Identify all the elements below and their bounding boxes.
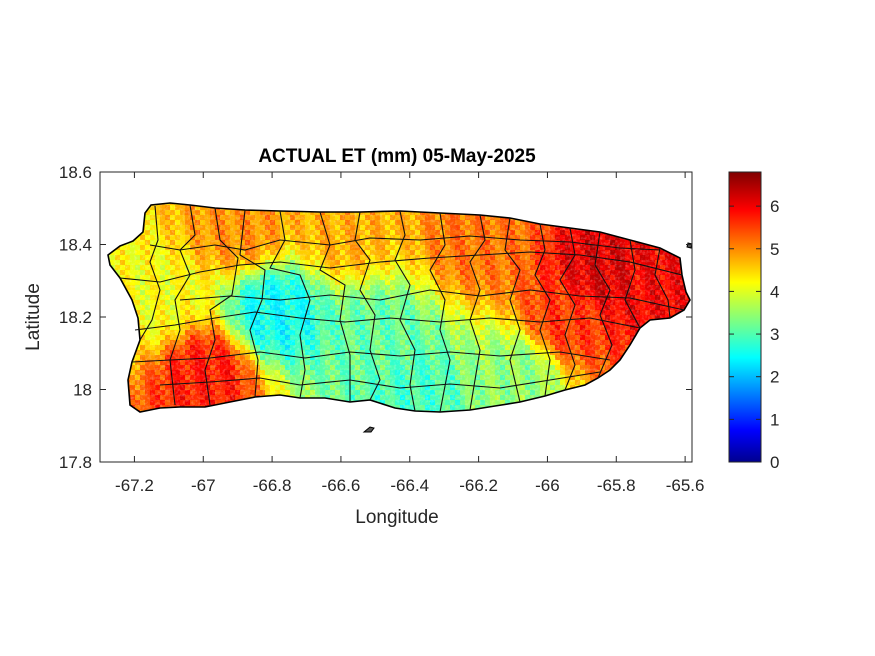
- islet: [686, 242, 693, 249]
- municipality-boundary: [594, 231, 613, 379]
- colorbar-tick-label: 6: [770, 197, 779, 216]
- x-tick-label: -67: [191, 476, 216, 495]
- y-axis-label: Latitude: [23, 283, 44, 351]
- municipality-boundary: [139, 205, 161, 341]
- municipality-boundary: [169, 204, 196, 406]
- municipality-boundary: [239, 209, 266, 398]
- y-tick-label: 18.6: [59, 163, 92, 182]
- municipality-boundary: [354, 211, 381, 401]
- x-tick-label: -65.8: [597, 476, 636, 495]
- x-tick-label: -66: [535, 476, 560, 495]
- heatmap-speckle: [108, 203, 690, 412]
- municipality-boundary: [654, 247, 671, 319]
- colorbar: [728, 171, 762, 463]
- island-outline: [107, 202, 691, 413]
- municipality-boundary: [504, 217, 521, 403]
- x-tick-label: -66.8: [253, 476, 292, 495]
- municipality-boundary: [119, 251, 683, 283]
- y-tick-label: 18.2: [59, 308, 92, 327]
- municipality-boundaries: [119, 204, 685, 413]
- colorbar-tick-label: 2: [770, 368, 779, 387]
- x-axis: -67.2 -67 -66.8 -66.6 -66.4 -66.2 -66 -65.8 -65.…: [115, 172, 704, 495]
- y-tick-label: 18: [73, 381, 92, 400]
- y-tick-label: 18.4: [59, 236, 92, 255]
- x-tick-label: -65.6: [666, 476, 705, 495]
- colorbar-tick-label: 0: [770, 453, 779, 472]
- municipality-boundary: [269, 210, 311, 399]
- x-tick-label: -67.2: [115, 476, 154, 495]
- y-tick-label: 17.8: [59, 453, 92, 472]
- x-tick-label: -66.4: [390, 476, 429, 495]
- municipality-boundary: [469, 214, 486, 411]
- municipality-boundary: [204, 207, 239, 406]
- municipality-boundary: [179, 289, 685, 311]
- colorbar-tick-label: 5: [770, 240, 779, 259]
- colorbar-tick-label: 3: [770, 325, 779, 344]
- municipality-boundary: [534, 223, 551, 397]
- municipality-boundary: [149, 235, 661, 251]
- municipality-boundary: [131, 351, 611, 363]
- municipality-boundary: [134, 311, 641, 331]
- y-axis: 17.8 18 18.2 18.4 18.6: [59, 163, 692, 472]
- municipality-boundary: [159, 371, 601, 389]
- colorbar-ticks: 0 1 2 3 4 5 6: [729, 197, 779, 472]
- colorbar-tick-label: 1: [770, 410, 779, 429]
- x-tick-label: -66.6: [322, 476, 361, 495]
- x-axis-label: Longitude: [355, 507, 438, 528]
- municipality-boundary: [624, 239, 641, 329]
- islet: [362, 426, 375, 433]
- x-tick-label: -66.2: [459, 476, 498, 495]
- municipality-boundary: [429, 212, 451, 413]
- colorbar-tick-label: 4: [770, 282, 779, 301]
- chart-title: ACTUAL ET (mm) 05-May-2025: [258, 146, 536, 167]
